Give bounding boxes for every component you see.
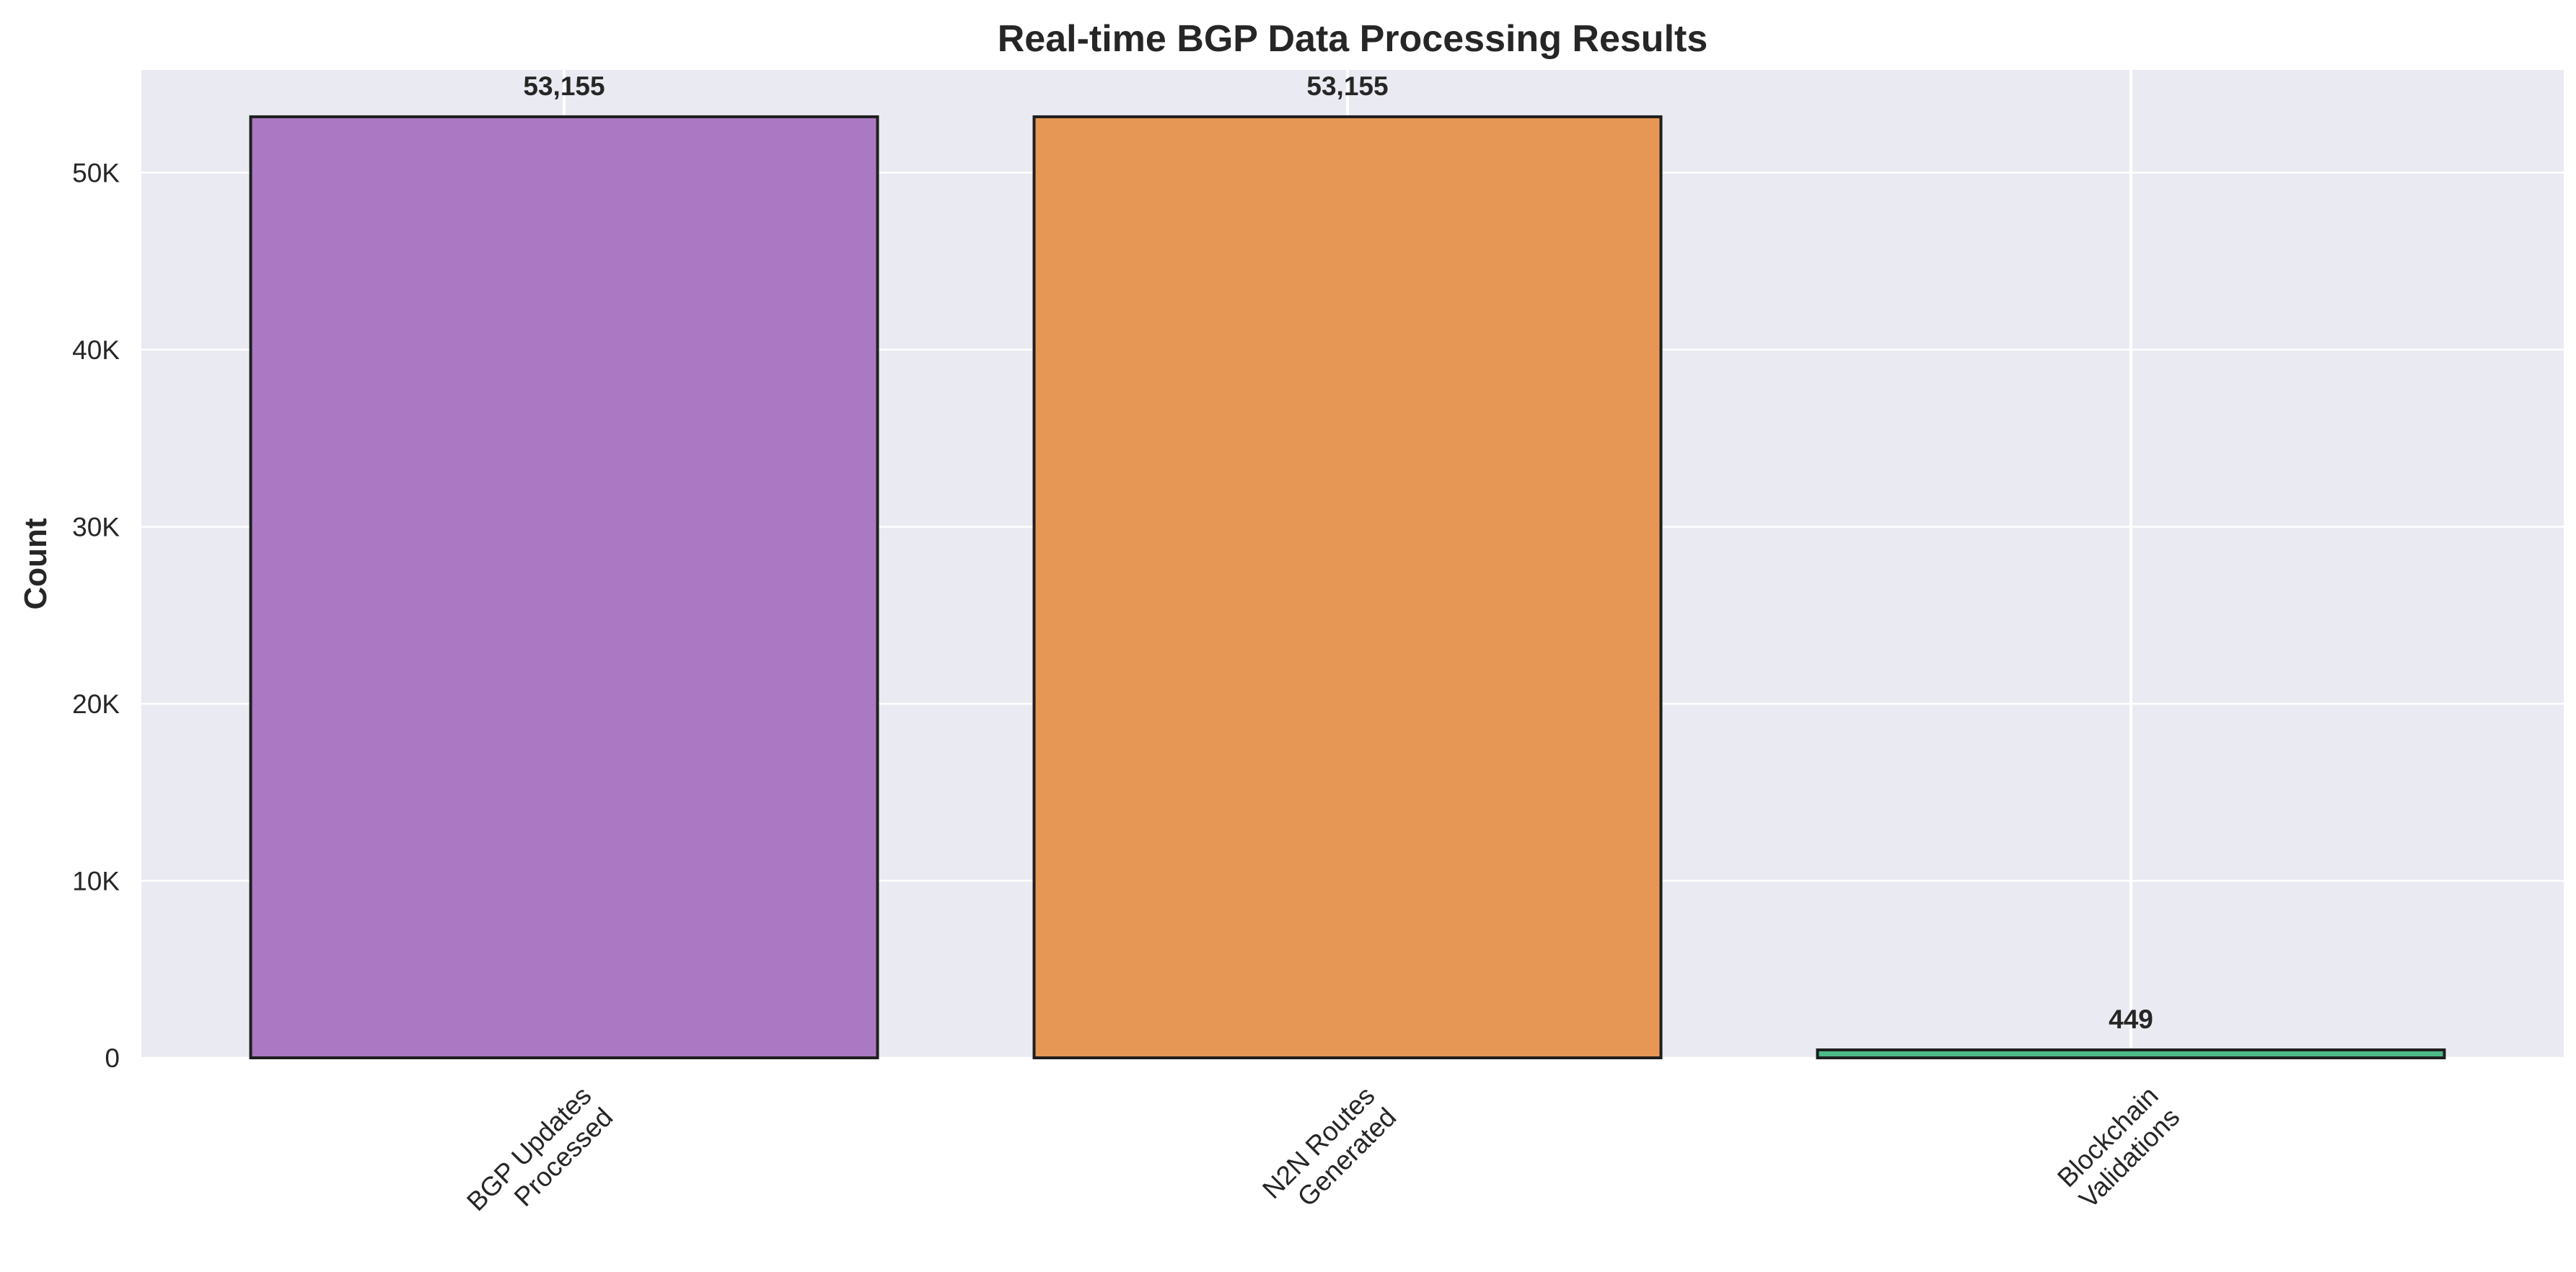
- x-tick-label-text: BlockchainValidations: [2052, 1081, 2185, 1214]
- bars: [249, 115, 2446, 1060]
- data-label: 449: [2109, 1004, 2153, 1034]
- y-tick-label: 40K: [72, 335, 120, 365]
- data-labels: 53,155 53,155 449: [523, 71, 2153, 1034]
- data-label: 53,155: [523, 71, 605, 101]
- bar: [1816, 1048, 2446, 1060]
- x-axis-ticks: BGP UpdatesProcessed N2N RoutesGenerated B…: [461, 1081, 2185, 1238]
- y-axis-label: Count: [18, 518, 53, 609]
- y-tick-label: 10K: [72, 866, 120, 896]
- x-tick-label: BlockchainValidations: [2052, 1081, 2185, 1214]
- y-tick-label: 20K: [72, 689, 120, 719]
- x-tick-label-text: BGP UpdatesProcessed: [461, 1081, 618, 1238]
- bar: [249, 115, 879, 1060]
- y-tick-label: 0: [105, 1043, 120, 1073]
- x-tick-label-text: N2N RoutesGenerated: [1257, 1081, 1402, 1226]
- y-tick-label: 30K: [72, 512, 120, 542]
- x-tick-label: N2N RoutesGenerated: [1257, 1081, 1402, 1226]
- y-axis-ticks: 0 10K 20K 30K 40K 50K: [72, 158, 120, 1073]
- data-label: 53,155: [1306, 71, 1388, 101]
- bar: [1032, 115, 1663, 1060]
- chart-title: Real-time BGP Data Processing Results: [998, 18, 1708, 60]
- x-tick-label: BGP UpdatesProcessed: [461, 1081, 618, 1238]
- y-tick-label: 50K: [72, 158, 120, 187]
